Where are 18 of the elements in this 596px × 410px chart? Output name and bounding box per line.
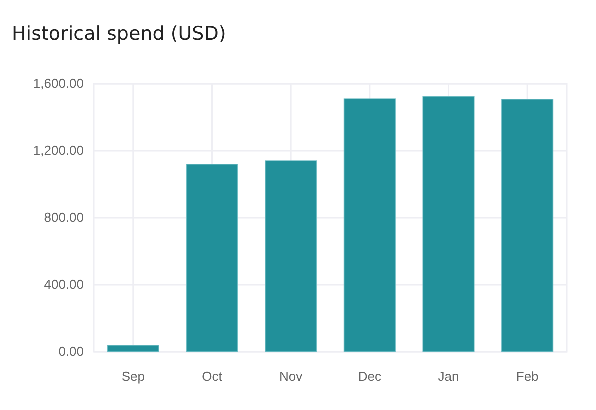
- x-tick-label: Feb: [516, 369, 539, 384]
- x-tick-label: Oct: [202, 369, 223, 384]
- y-tick-label: 1,600.00: [33, 76, 84, 92]
- y-tick-label: 1,200.00: [33, 143, 84, 158]
- bar: [107, 345, 160, 352]
- y-tick-label: 0.00: [58, 344, 84, 360]
- bar: [265, 160, 318, 352]
- bar: [186, 164, 238, 352]
- bar: [344, 98, 396, 352]
- y-tick-label: 400.00: [44, 277, 84, 292]
- bar: [502, 99, 554, 352]
- x-tick-label: Sep: [122, 369, 145, 384]
- x-tick-label: Nov: [280, 369, 304, 384]
- bar: [422, 96, 475, 352]
- y-tick-label: 800.00: [44, 210, 84, 226]
- x-tick-label: Jan: [438, 369, 460, 384]
- x-tick-label: Dec: [358, 369, 382, 384]
- chart-title: Historical spend (USD): [12, 23, 226, 45]
